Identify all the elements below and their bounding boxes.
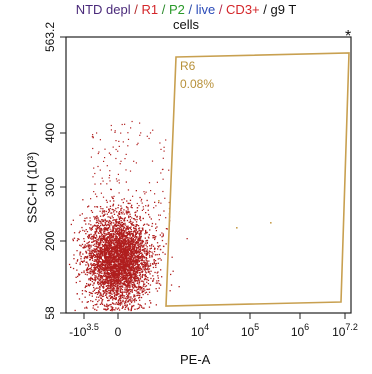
- title-part: / g9 T: [259, 2, 297, 17]
- y-tick-label: 58: [43, 306, 57, 320]
- y-axis: 563.2 400 300 200 58: [43, 22, 66, 320]
- y-tick-label: 400: [43, 123, 57, 143]
- title-part: CD3+: [226, 2, 260, 17]
- title-part: /: [184, 2, 196, 17]
- x-axis: -103.5 0 104 105 106 107.2: [69, 313, 358, 339]
- chart-title: NTD depl / R1 / P2 / live / CD3+ / g9 T: [0, 2, 372, 18]
- title-part: P2: [168, 2, 185, 17]
- plot-frame: [65, 36, 352, 314]
- scatter-points: [68, 120, 272, 312]
- gated-event: [236, 227, 238, 229]
- gate-r6-label: R6: [180, 59, 196, 73]
- y-tick-label: 200: [43, 231, 57, 251]
- x-tick-label: 0: [115, 325, 122, 339]
- gate-r6-percent: 0.08%: [180, 77, 214, 91]
- y-tick-label: 563.2: [43, 22, 57, 52]
- gate-r6[interactable]: [165, 52, 350, 307]
- chart-title-line2: cells: [172, 17, 199, 32]
- gated-event: [270, 222, 272, 224]
- x-tick-label: -103.5: [69, 322, 99, 339]
- title-part: /: [130, 2, 142, 17]
- x-tick-label: 105: [241, 322, 259, 339]
- x-tick-label: 106: [291, 322, 309, 339]
- title-part: R1: [141, 2, 159, 17]
- title-part: NTD depl: [75, 2, 131, 17]
- y-tick-label: 300: [43, 177, 57, 197]
- title-part: /: [215, 2, 227, 17]
- x-tick-label: 107.2: [332, 322, 358, 339]
- x-axis-label: PE-A: [180, 352, 211, 367]
- title-part: live: [195, 2, 216, 17]
- title-part: /: [158, 2, 169, 17]
- x-tick-label: 104: [191, 322, 209, 339]
- gated-event: [158, 200, 160, 202]
